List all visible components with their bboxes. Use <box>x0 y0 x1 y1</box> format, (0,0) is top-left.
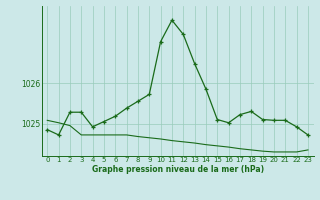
X-axis label: Graphe pression niveau de la mer (hPa): Graphe pression niveau de la mer (hPa) <box>92 165 264 174</box>
